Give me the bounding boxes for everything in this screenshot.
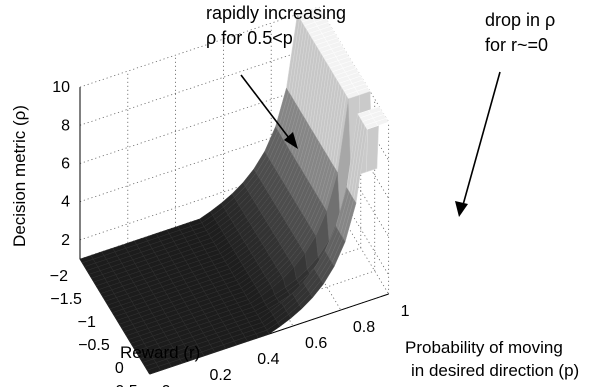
z-axis-label: Decision metric (ρ)	[10, 105, 29, 247]
z-tick-label: 4	[61, 194, 70, 211]
grid-line	[270, 194, 342, 311]
grid-line	[318, 159, 389, 276]
y-tick-label: 0.4	[257, 351, 279, 368]
grid-line	[318, 178, 389, 295]
y-tick-label: 0.6	[305, 335, 327, 352]
surface	[79, 6, 389, 375]
z-tick-label: 10	[52, 79, 70, 96]
y-axis-label-line2: in desired direction (p)	[411, 361, 579, 380]
z-tick-label: 8	[61, 117, 70, 134]
x-tick-label: −1	[78, 314, 96, 331]
surface-patch	[146, 366, 161, 375]
y-axis-label-line1: Probability of moving	[405, 338, 563, 357]
z-tick-label: 6	[61, 156, 70, 173]
y-tick-label: 1	[401, 303, 410, 320]
x-tick-label: −2	[50, 268, 68, 285]
y-tick-label: 0.8	[353, 319, 375, 336]
annotation-arrow-increase	[240, 74, 298, 149]
grid-line	[318, 83, 389, 199]
annotation-drop-line1: drop in ρ	[485, 10, 555, 30]
annotation-increase-line1: rapidly increasing	[206, 3, 346, 23]
x-tick-label: 0.5	[115, 383, 137, 387]
x-tick-label: −1.5	[50, 291, 82, 308]
y-tick-label: 0.2	[209, 367, 231, 384]
z-tick-label: 2	[61, 232, 70, 249]
y-tick-label: 0	[162, 383, 171, 387]
grid-line	[318, 121, 389, 237]
x-tick-label: 0	[115, 360, 124, 377]
x-axis-label: Reward (r)	[120, 343, 200, 362]
annotation-increase-line2: ρ for 0.5<p	[206, 28, 293, 48]
grid-line	[318, 6, 389, 123]
annotation-arrow-drop	[455, 71, 501, 217]
annotation-drop-line2: for r~=0	[485, 35, 548, 55]
tick-labels: 2 4 6 8 10 −2 −1.5 −1 −0.5 0 0.5 0 0.2 0.4 0.6 0.8 1	[50, 79, 410, 387]
x-tick-label: −0.5	[78, 337, 110, 354]
